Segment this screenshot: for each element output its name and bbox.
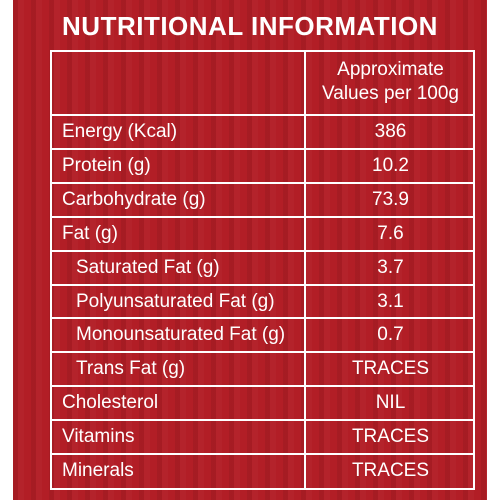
table-row: Saturated Fat (g) 3.7 — [52, 251, 473, 285]
table-row: Energy (Kcal) 386 — [52, 115, 473, 149]
row-separator — [52, 181, 473, 184]
nutrient-value: 73.9 — [372, 188, 409, 210]
row-separator — [52, 249, 473, 252]
row-separator — [52, 317, 473, 320]
nutrient-label: Monounsaturated Fat (g) — [76, 324, 286, 346]
row-separator — [52, 351, 473, 354]
nutrient-value: 7.6 — [377, 222, 404, 244]
nutrient-value: TRACES — [351, 460, 430, 481]
row-separator — [52, 453, 473, 455]
row-separator — [52, 114, 473, 116]
header-line-2: Values per 100g — [322, 83, 459, 104]
nutrient-label: Protein (g) — [62, 154, 151, 176]
value-column-header: Approximate Values per 100g — [306, 58, 475, 106]
row-separator — [52, 215, 473, 218]
table-row: Carbohydrate (g) 73.9 — [52, 183, 473, 217]
nutrient-value: NIL — [375, 392, 406, 414]
table-row: Monounsaturated Fat (g) 0.7 — [52, 318, 473, 352]
table-row: Vitamins TRACES — [52, 420, 473, 454]
nutrient-label: Polyunsaturated Fat (g) — [76, 290, 275, 312]
nutrient-label: Minerals — [62, 460, 134, 481]
row-separator — [52, 147, 473, 150]
table-row: Trans Fat (g) TRACES — [52, 352, 473, 386]
nutrient-value: TRACES — [351, 358, 430, 380]
row-separator — [52, 419, 473, 422]
nutrition-table: Approximate Values per 100g Energy (Kcal… — [50, 50, 475, 490]
table-header-row: Approximate Values per 100g — [52, 52, 473, 115]
nutrient-label: Fat (g) — [62, 222, 118, 244]
nutrient-label: Cholesterol — [62, 392, 159, 414]
nutrient-value: 3.1 — [377, 290, 404, 312]
column-divider — [304, 52, 306, 488]
table-row: Fat (g) 7.6 — [52, 217, 473, 251]
nutrient-label: Saturated Fat (g) — [76, 256, 220, 278]
nutrition-panel: NUTRITIONAL INFORMATION Approximate Valu… — [13, 0, 487, 500]
panel-title: NUTRITIONAL INFORMATION — [62, 11, 438, 41]
nutrient-value: 386 — [374, 121, 407, 142]
table-row: Protein (g) 10.2 — [52, 149, 473, 183]
table-row: Cholesterol NIL — [52, 386, 473, 420]
nutrient-label: Energy (Kcal) — [62, 121, 178, 142]
nutrient-label: Carbohydrate (g) — [62, 188, 206, 210]
nutrient-label: Vitamins — [62, 426, 135, 448]
nutrient-value: 10.2 — [372, 154, 409, 176]
header-line-1: Approximate — [337, 59, 444, 80]
nutrient-value: 0.7 — [377, 324, 404, 346]
row-separator — [52, 385, 473, 388]
table-row: Minerals TRACES — [52, 454, 473, 488]
nutrient-label: Trans Fat (g) — [76, 358, 186, 380]
table-row: Polyunsaturated Fat (g) 3.1 — [52, 285, 473, 319]
nutrient-value: TRACES — [351, 426, 430, 448]
nutrient-value: 3.7 — [377, 256, 404, 278]
row-separator — [52, 283, 473, 286]
